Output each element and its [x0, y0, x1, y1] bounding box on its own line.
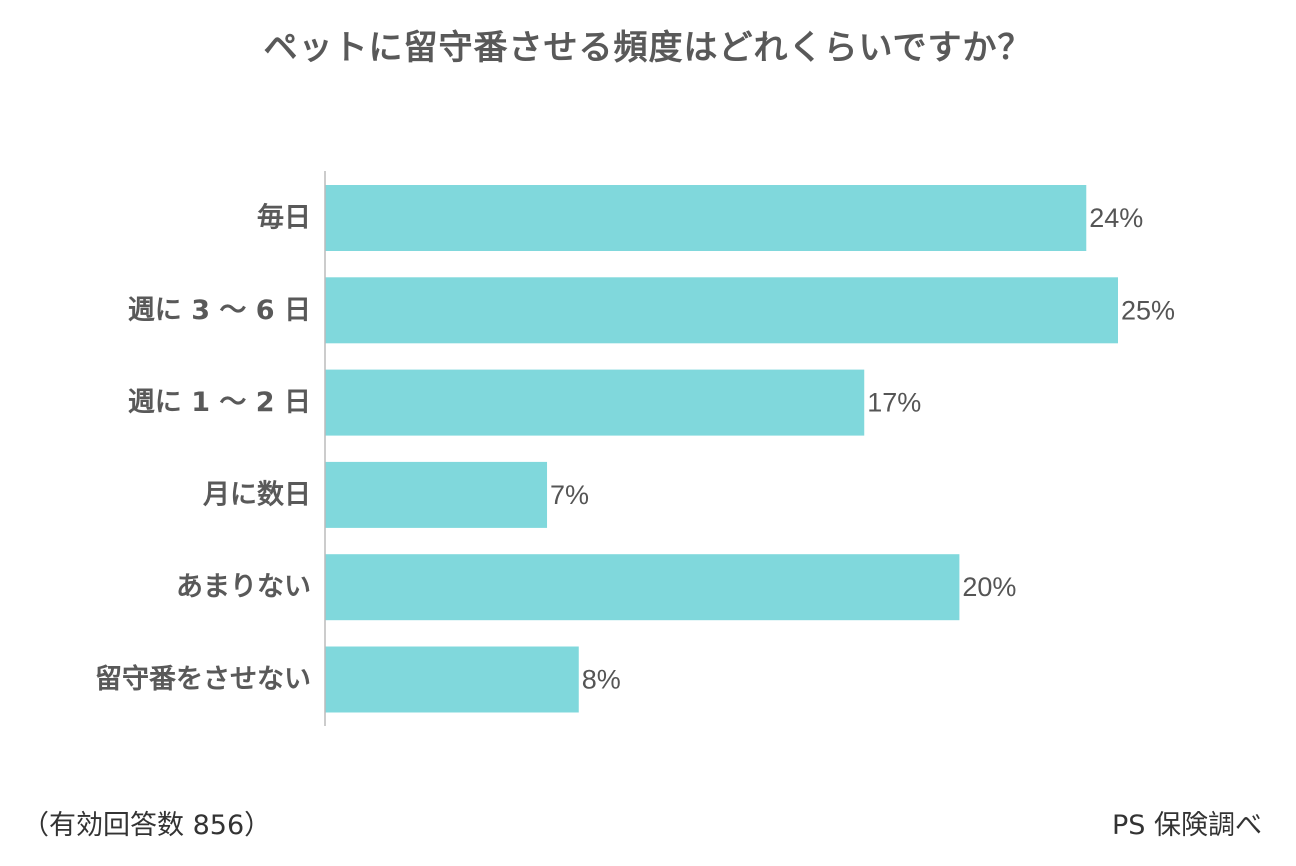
bar-5 [325, 646, 579, 713]
value-label-5: 8% [582, 665, 621, 695]
bar-3 [325, 461, 548, 528]
category-label-1: 週に 3 〜 6 日 [128, 295, 311, 326]
category-label-2: 週に 1 〜 2 日 [128, 387, 311, 418]
value-label-3: 7% [550, 480, 589, 510]
bars-layer: 毎日 24% 週に 3 〜 6 日 25% 週に 1 〜 2 日 17% 月に数日 7% あまり… [95, 185, 1175, 713]
bar-2 [325, 369, 865, 436]
value-label-0: 24% [1089, 203, 1143, 233]
category-label-0: 毎日 [257, 203, 311, 234]
chart-title: ペットに留守番させる頻度はどれくらいですか？ [263, 28, 1033, 68]
bar-1 [325, 277, 1118, 344]
value-label-2: 17% [867, 388, 921, 418]
category-label-5: 留守番をさせない [95, 663, 311, 695]
bar-4 [325, 554, 960, 621]
category-label-3: 月に数日 [202, 479, 311, 510]
value-label-4: 20% [962, 572, 1016, 602]
bar-0 [325, 185, 1087, 251]
sample-size-note: （有効回答数 856） [22, 810, 272, 841]
source-note: PS 保険調べ [1111, 810, 1262, 841]
category-label-4: あまりない [176, 572, 311, 603]
value-label-1: 25% [1121, 295, 1175, 325]
